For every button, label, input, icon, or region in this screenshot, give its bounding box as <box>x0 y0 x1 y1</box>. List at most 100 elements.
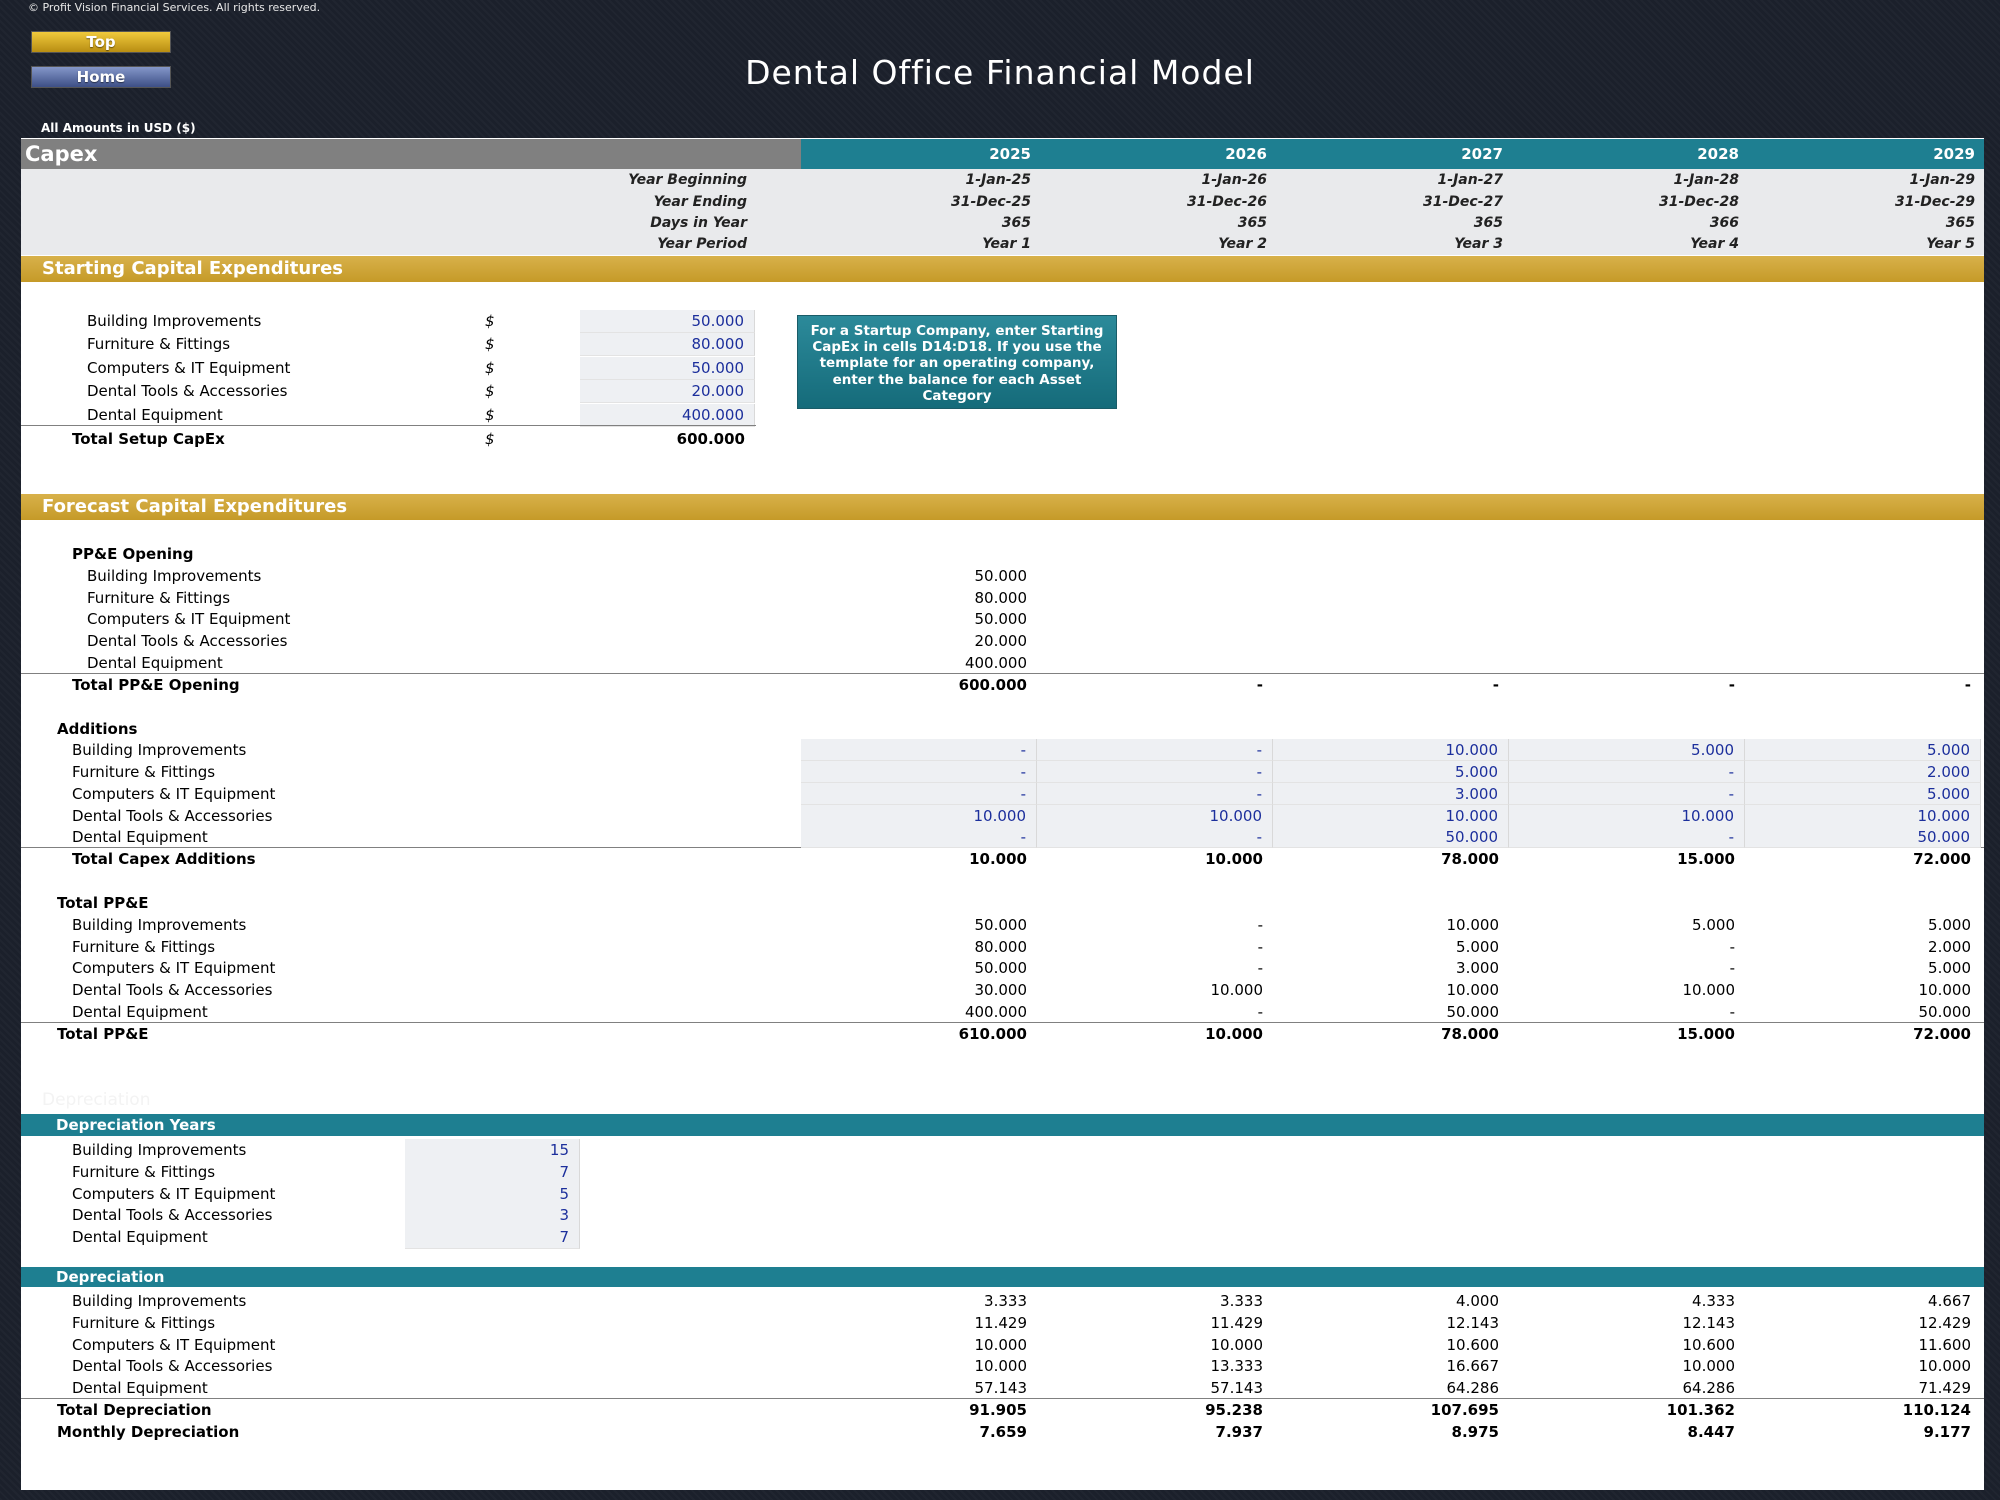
cell: 10.600 <box>1446 1336 1500 1354</box>
cell: - <box>1256 676 1263 694</box>
cell: 80.000 <box>974 938 1028 956</box>
cell: 31-Dec-28 <box>1658 194 1739 210</box>
cell: - <box>1728 676 1735 694</box>
cell: 50.000 <box>974 959 1028 977</box>
additions-input[interactable]: 5.000 <box>1273 761 1509 783</box>
dep-years-input[interactable]: 3 <box>405 1204 580 1227</box>
additions-input[interactable]: - <box>801 739 1037 761</box>
cell: 365 <box>1473 215 1503 231</box>
cell: 8.447 <box>1687 1423 1735 1441</box>
additions-input[interactable]: 50.000 <box>1273 826 1509 848</box>
additions-input[interactable]: 10.000 <box>1273 739 1509 761</box>
starting-input[interactable]: 20.000 <box>580 380 755 403</box>
cell: 107.695 <box>1430 1401 1499 1419</box>
section-subtitle: Total PP&E <box>21 892 1984 914</box>
row-label: Building Improvements <box>72 741 247 759</box>
row-label: Total Setup CapEx <box>72 430 225 448</box>
cell: 91.905 <box>969 1401 1027 1419</box>
currency-symbol: $ <box>485 406 495 424</box>
home-button[interactable]: Home <box>31 66 171 88</box>
additions-input[interactable]: 2.000 <box>1745 761 1981 783</box>
opening-total-row: Total PP&E Opening 600.000 - - - - <box>21 674 1984 696</box>
row-label: Dental Equipment <box>87 654 223 672</box>
additions-input[interactable]: - <box>1509 761 1745 783</box>
additions-input[interactable]: - <box>1037 739 1273 761</box>
starting-input[interactable]: 50.000 <box>580 310 755 333</box>
additions-input[interactable]: 10.000 <box>801 805 1037 827</box>
additions-input[interactable]: 5.000 <box>1745 783 1981 805</box>
row-label: Dental Equipment <box>87 406 223 424</box>
cell: - <box>1729 938 1735 956</box>
starting-input[interactable]: 80.000 <box>580 333 755 356</box>
additions-input[interactable]: 5.000 <box>1745 739 1981 761</box>
row-label: Year Beginning <box>628 172 747 188</box>
cell: 3.000 <box>1456 959 1499 977</box>
depreciation-row: Furniture & Fittings 11.429 11.429 12.14… <box>21 1312 1984 1334</box>
copyright-text: © Profit Vision Financial Services. All … <box>28 1 321 14</box>
page-title: Dental Office Financial Model <box>745 53 1255 92</box>
additions-row: Building Improvements - - 10.000 5.000 5… <box>21 739 1984 761</box>
additions-input[interactable]: 10.000 <box>1509 805 1745 827</box>
additions-input[interactable]: - <box>1509 783 1745 805</box>
cell: 13.333 <box>1210 1357 1264 1375</box>
depreciation-years-header: Depreciation Years <box>21 1114 1984 1136</box>
cell: 9.177 <box>1923 1423 1971 1441</box>
cell: 10.000 <box>1682 981 1736 999</box>
additions-input[interactable]: - <box>1037 783 1273 805</box>
starting-row: Furniture & Fittings $ 80.000 <box>21 333 1984 356</box>
cell: 400.000 <box>964 1003 1027 1021</box>
cell: 400.000 <box>964 654 1027 672</box>
additions-input[interactable]: 3.000 <box>1273 783 1509 805</box>
additions-input[interactable]: - <box>801 783 1037 805</box>
cell: 7.937 <box>1215 1423 1263 1441</box>
row-label: Computers & IT Equipment <box>72 959 276 977</box>
additions-input[interactable]: - <box>801 826 1037 848</box>
dep-years-row: Computers & IT Equipment 5 <box>21 1183 1984 1206</box>
cell: 10.000 <box>1205 1025 1263 1043</box>
row-label: Building Improvements <box>87 567 262 585</box>
forecast-capex-section-header: Forecast Capital Expenditures <box>21 494 1984 520</box>
cell: 365 <box>1237 215 1267 231</box>
total-ppe-row: Computers & IT Equipment 50.000 - 3.000 … <box>21 957 1984 979</box>
year-header: 2025 2026 2027 2028 2029 <box>801 139 1984 169</box>
cell: 2.000 <box>1928 938 1971 956</box>
row-label: Building Improvements <box>72 916 247 934</box>
additions-input[interactable]: 10.000 <box>1273 805 1509 827</box>
cell: 10.000 <box>1210 981 1264 999</box>
dep-years-input[interactable]: 7 <box>405 1226 580 1249</box>
cell: 10.000 <box>1918 1357 1972 1375</box>
cell: 50.000 <box>974 567 1028 585</box>
additions-row: Dental Equipment - - 50.000 - 50.000 <box>21 826 1984 848</box>
additions-input[interactable]: - <box>801 761 1037 783</box>
cell: - <box>1964 676 1971 694</box>
row-label: Dental Equipment <box>72 1228 208 1246</box>
dep-years-input[interactable]: 7 <box>405 1161 580 1184</box>
additions-input[interactable]: 50.000 <box>1745 826 1981 848</box>
cell: 12.143 <box>1446 1314 1500 1332</box>
dep-years-input[interactable]: 15 <box>405 1139 580 1162</box>
currency-symbol: $ <box>485 430 495 448</box>
cell: 5.000 <box>1692 916 1735 934</box>
additions-row: Furniture & Fittings - - 5.000 - 2.000 <box>21 761 1984 783</box>
additions-total-row: Total Capex Additions 10.000 10.000 78.0… <box>21 848 1984 870</box>
row-label: Computers & IT Equipment <box>87 610 291 628</box>
cell: 4.333 <box>1692 1292 1735 1310</box>
cell: 78.000 <box>1441 850 1499 868</box>
additions-input[interactable]: - <box>1037 761 1273 783</box>
additions-input[interactable]: - <box>1509 826 1745 848</box>
year-period-row: Year Period Year 1 Year 2 Year 3 Year 4 … <box>21 234 1984 255</box>
cell: 1-Jan-27 <box>1437 172 1503 188</box>
starting-input[interactable]: 400.000 <box>580 404 755 427</box>
cell: 80.000 <box>974 589 1028 607</box>
additions-input[interactable]: 5.000 <box>1509 739 1745 761</box>
additions-input[interactable]: - <box>1037 826 1273 848</box>
starting-input[interactable]: 50.000 <box>580 357 755 380</box>
cell: 10.000 <box>969 850 1027 868</box>
cell: Year 3 <box>1454 236 1503 252</box>
dep-years-input[interactable]: 5 <box>405 1183 580 1206</box>
top-button[interactable]: Top <box>31 31 171 53</box>
additions-input[interactable]: 10.000 <box>1037 805 1273 827</box>
additions-input[interactable]: 10.000 <box>1745 805 1981 827</box>
cell: - <box>1492 676 1499 694</box>
currency-symbol: $ <box>485 335 495 353</box>
